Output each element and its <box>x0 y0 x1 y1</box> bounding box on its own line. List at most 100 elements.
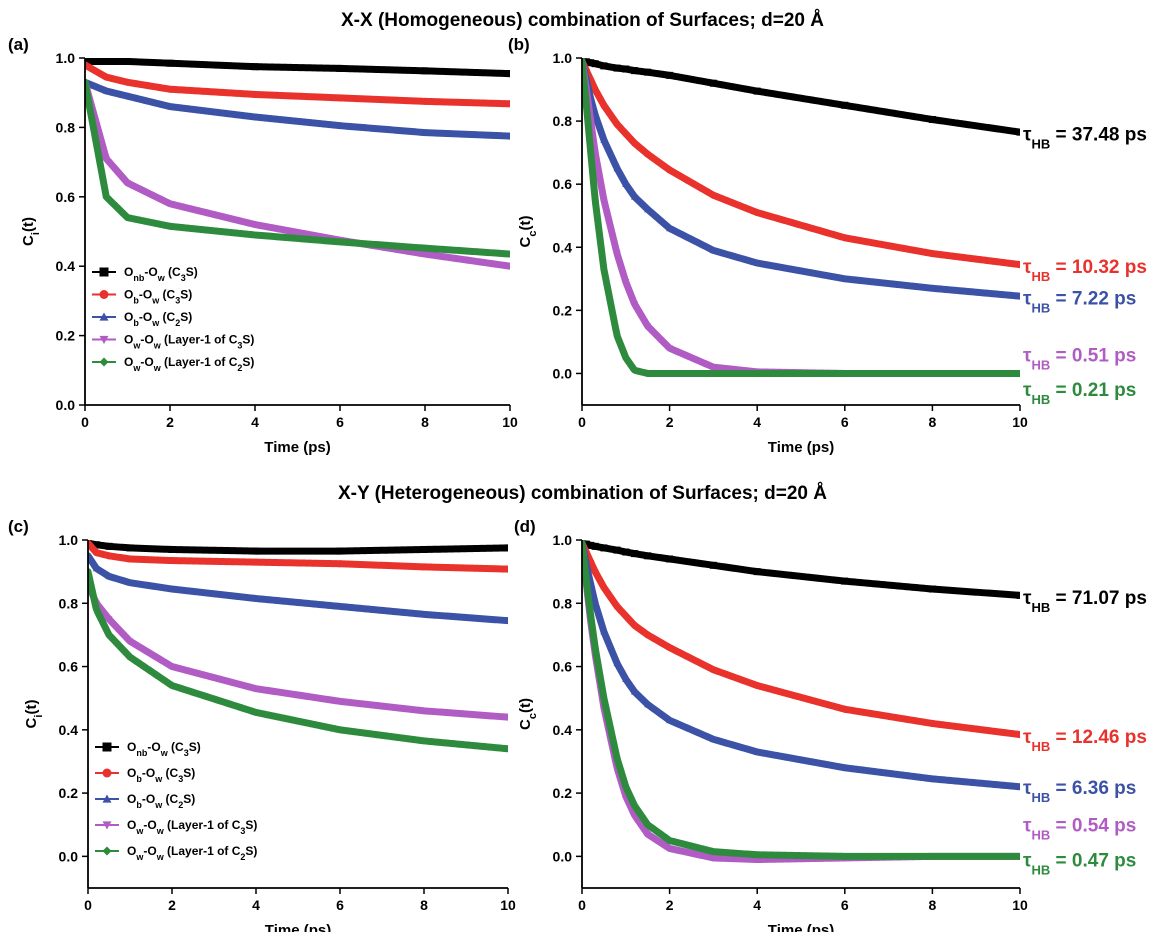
x-tick-label: 0 <box>578 897 586 913</box>
data-point-ob_ow_c3s <box>168 557 176 565</box>
data-point-ob_ow_c2s <box>928 775 936 782</box>
x-tick-label: 2 <box>166 414 174 430</box>
data-point-onb_ow_c3s <box>709 79 717 87</box>
data-point-onb_ow_c3s <box>841 577 849 585</box>
bottom-figure-title: X-Y (Heterogeneous) combination of Surfa… <box>338 483 827 504</box>
x-tick-label: 8 <box>929 897 937 913</box>
legend-label-ow_ow_c3s: Ow-Ow (Layer-1 of C3S) <box>127 818 257 836</box>
data-point-ob_ow_c3s <box>928 250 936 258</box>
series-group <box>85 58 510 270</box>
tau-annotation-ow_ow_c2s: τHB = 0.47 ps <box>1023 851 1136 878</box>
data-point-ob_ow_c2s <box>753 259 761 266</box>
y-tick-label: 0.2 <box>59 785 79 801</box>
y-axis-label: Ci(t) <box>20 217 42 246</box>
data-point-ob_ow_c2s <box>251 113 259 120</box>
data-point-ob_ow_c2s <box>105 572 113 580</box>
data-point-ob_ow_c2s <box>1016 292 1020 299</box>
y-tick-label: 0.8 <box>553 113 573 129</box>
data-point-ow_ow_c3s <box>631 301 639 308</box>
data-point-onb_ow_c3s <box>587 541 595 549</box>
data-point-onb_ow_c3s <box>631 67 639 75</box>
data-point-ob_ow_c3s <box>1016 261 1020 269</box>
data-point-ob_ow_c3s <box>102 73 110 81</box>
data-point-ow_ow_c3s <box>336 698 344 705</box>
data-point-onb_ow_c3s <box>1016 591 1020 599</box>
data-point-onb_ow_c3s <box>753 87 761 95</box>
data-point-ob_ow_c2s <box>600 628 608 635</box>
series-line-ow_ow_c2s <box>88 568 508 753</box>
y-tick-label: 0.4 <box>56 258 76 274</box>
data-point-onb_ow_c3s <box>166 59 174 67</box>
data-point-ob_ow_c3s <box>1016 731 1020 739</box>
series-line-ob_ow_c3s <box>582 58 1020 269</box>
data-point-ow_ow_c2s <box>622 354 630 362</box>
legend-marker-ob_ow_c3s <box>102 768 112 778</box>
y-tick-label: 1.0 <box>56 50 76 66</box>
data-point-ow_ow_c3s <box>252 685 260 693</box>
x-axis-label: Time (ps) <box>265 922 331 932</box>
data-point-ob_ow_c2s <box>841 275 849 282</box>
data-point-onb_ow_c3s <box>126 544 134 552</box>
data-point-onb_ow_c3s <box>928 585 936 593</box>
data-point-ow_ow_c3s <box>666 345 674 352</box>
data-point-ow_ow_c2s <box>709 369 717 377</box>
data-point-onb_ow_c3s <box>92 541 100 549</box>
data-point-ow_ow_c3s <box>251 221 259 229</box>
data-point-ow_ow_c2s <box>582 101 590 109</box>
tau-annotation-ob_ow_c2s: τHB = 6.36 ps <box>1023 778 1136 805</box>
legend-label-ob_ow_c3s: Ob-Ow (C3S) <box>127 766 195 784</box>
legend-marker-ob_ow_c2s <box>102 794 112 803</box>
data-point-onb_ow_c3s <box>753 568 761 576</box>
x-tick-label: 10 <box>1012 414 1028 430</box>
data-point-ob_ow_c2s <box>613 164 621 172</box>
data-point-ow_ow_c3s <box>709 364 717 371</box>
data-point-ob_ow_c2s <box>252 595 260 602</box>
data-point-ow_ow_c2s <box>587 149 595 157</box>
x-tick-label: 8 <box>929 414 937 430</box>
series-line-ow_ow_c3s <box>88 580 508 721</box>
panel-c: 0 2 4 6 8 10 0.0 0.2 0.4 0.6 0.8 1.0 Time (ps) Ci(t) O… <box>23 532 516 932</box>
data-point-onb_ow_c3s <box>105 542 113 550</box>
data-point-onb_ow_c3s <box>841 101 849 109</box>
data-point-ow_ow_c3s <box>506 263 510 270</box>
data-point-ob_ow_c3s <box>336 94 344 102</box>
legend-label-ow_ow_c3s: Ow-Ow (Layer-1 of C3S) <box>124 333 254 351</box>
series-line-ob_ow_c3s <box>582 540 1020 739</box>
y-tick-label: 0.4 <box>553 722 573 738</box>
legend-marker-ob_ow_c3s <box>99 290 109 299</box>
data-point-ow_ow_c2s <box>841 369 849 377</box>
x-tick-label: 10 <box>502 414 518 430</box>
data-point-ob_ow_c2s <box>841 764 849 771</box>
data-point-ob_ow_c3s <box>251 90 259 98</box>
data-point-ob_ow_c3s <box>613 120 621 128</box>
data-point-ob_ow_c2s <box>709 246 717 254</box>
data-point-ow_ow_c3s <box>105 616 113 623</box>
data-point-ow_ow_c2s <box>336 238 344 246</box>
data-point-ob_ow_c3s <box>126 555 134 563</box>
data-point-ow_ow_c2s <box>631 366 639 374</box>
data-point-ow_ow_c2s <box>591 644 599 652</box>
y-tick-label: 0.0 <box>553 848 573 864</box>
y-tick-label: 0.4 <box>59 722 79 738</box>
data-point-onb_ow_c3s <box>582 58 590 66</box>
data-point-onb_ow_c3s <box>591 542 599 550</box>
y-axis-label: Ci(t) <box>23 700 45 729</box>
data-point-onb_ow_c3s <box>622 65 630 73</box>
y-tick-label: 0.6 <box>56 189 76 205</box>
data-point-ow_ow_c2s <box>504 745 508 753</box>
series-line-onb_ow_c3s <box>582 58 1020 136</box>
data-point-ow_ow_c2s <box>666 369 674 377</box>
y-tick-label: 0.8 <box>56 119 76 135</box>
data-point-ob_ow_c3s <box>841 705 849 713</box>
top-figure-title: X-X (Homogeneous) combination of Surface… <box>341 10 824 31</box>
x-tick-label: 6 <box>336 897 344 913</box>
x-tick-label: 8 <box>421 414 429 430</box>
y-tick-label: 0.2 <box>56 328 76 344</box>
data-point-ow_ow_c2s <box>168 682 176 690</box>
data-point-ow_ow_c3s <box>166 200 174 208</box>
series-line-ow_ow_c2s <box>582 58 1020 377</box>
data-point-ow_ow_c2s <box>753 851 761 859</box>
legend-marker-ob_ow_c2s <box>99 312 109 321</box>
data-point-ob_ow_c2s <box>666 716 674 724</box>
y-tick-label: 0.8 <box>59 595 79 611</box>
